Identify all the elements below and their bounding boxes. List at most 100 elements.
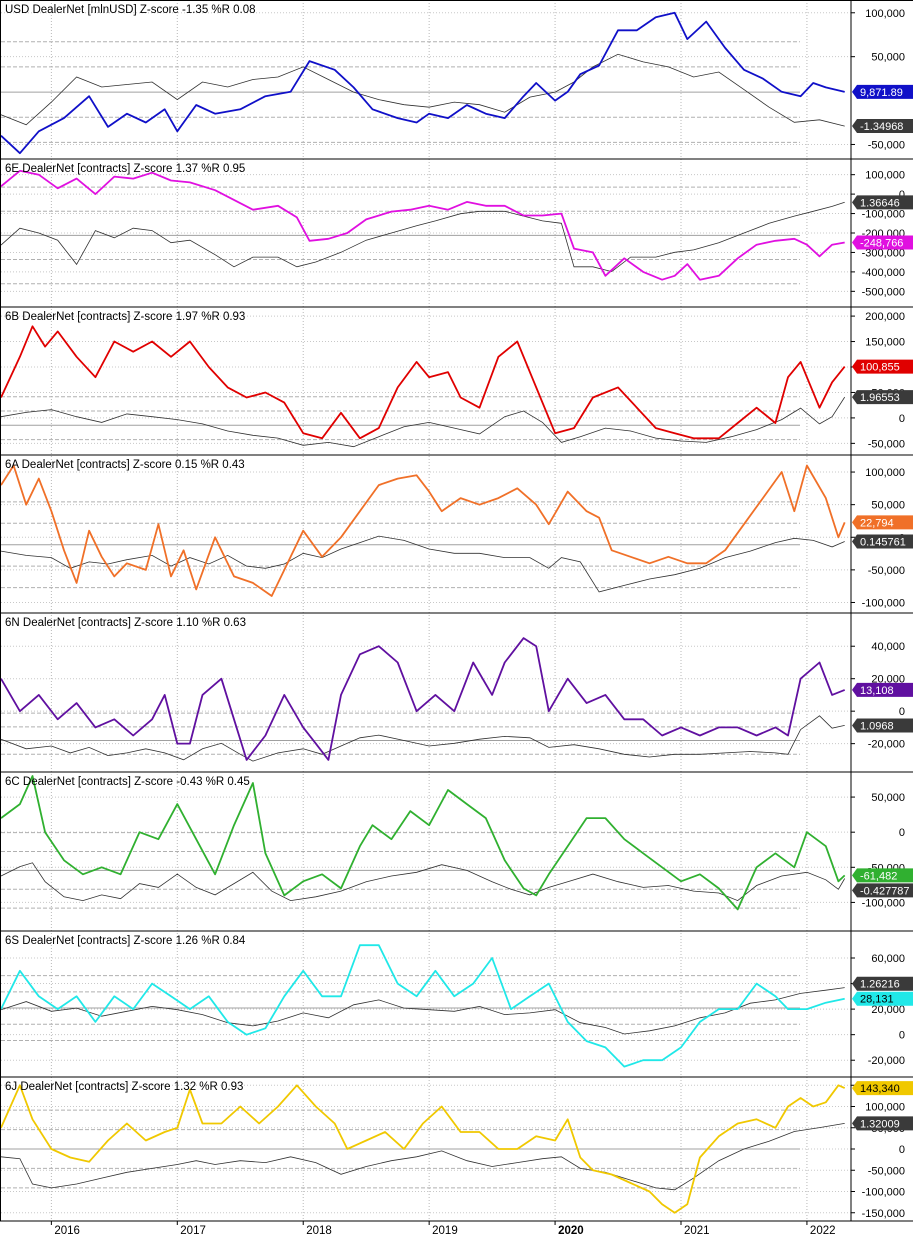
panel-6-ytick-label-4: -20,000 [868, 1055, 905, 1067]
panel-3-last-value-label: 22,794 [860, 517, 894, 529]
panel-0-zscore-label: -1.34968 [860, 121, 903, 133]
panel-3-last-value-badge [852, 515, 913, 530]
panel-2-series-line [0, 325, 846, 440]
panel-5-series-line [0, 775, 846, 911]
panel-2-zscore-line [0, 396, 846, 448]
panel-3-zscore-line [0, 535, 845, 593]
panel-7-zscore-label: 1.32009 [860, 1118, 900, 1130]
panel-1-last-value-label: -248,766 [860, 237, 903, 249]
panel-6-last-value-label: 28,131 [860, 994, 894, 1006]
panel-3: 6A DealerNet [contracts] Z-score 0.15 %R… [0, 454, 913, 609]
panel-4-ytick-label-1: 20,000 [871, 674, 905, 686]
panel-5-last-value-label: -61,482 [860, 870, 897, 882]
panel-7-ytick-label-3: 0 [899, 1144, 905, 1156]
panel-7-last-value-badge [852, 1081, 913, 1096]
panel-1-last-value-badge [852, 235, 913, 250]
panel-6-zscore-label: 1.26216 [860, 979, 900, 991]
x-tick-label-2020: 2020 [558, 1225, 584, 1237]
panel-7-title: 6J DealerNet [contracts] Z-score 1.32 %R… [5, 1081, 243, 1093]
panel-2-zscore-badge [852, 390, 913, 405]
panel-2-last-value-badge [852, 359, 913, 374]
panel-4-last-value-label: 13,108 [860, 685, 894, 697]
panel-1-title: 6E DealerNet [contracts] Z-score 1.37 %R… [5, 163, 245, 175]
panel-6-ytick-label-3: 0 [899, 1030, 905, 1042]
x-tick-label-2016: 2016 [54, 1225, 80, 1237]
panel-4-series-line [0, 637, 846, 761]
panel-1-ytick-label-4: -300,000 [862, 247, 905, 259]
panel-0-title: USD DealerNet [mlnUSD] Z-score -1.35 %R … [5, 4, 256, 16]
panel-7-ytick-label-1: 100,000 [865, 1102, 905, 1114]
panel-3-ytick-label-1: 50,000 [871, 500, 905, 512]
panel-7-zscore-badge [852, 1116, 913, 1131]
panel-6-zscore-badge [852, 976, 913, 991]
panel-1-ytick-label-0: 100,000 [865, 170, 905, 182]
panel-0-series-line [0, 11, 845, 155]
panel-2-title: 6B DealerNet [contracts] Z-score 1.97 %R… [5, 311, 245, 323]
panel-4-ytick-label-2: 0 [899, 706, 905, 718]
panel-2-ytick-label-4: 0 [899, 413, 905, 425]
panel-7-ytick-label-4: -50,000 [868, 1165, 905, 1177]
panel-4-ytick-label-0: 40,000 [871, 641, 905, 653]
panel-7-last-value-label: 143,340 [860, 1083, 900, 1095]
panel-2-zscore-label: 1.96553 [860, 392, 900, 404]
panel-3-ytick-label-4: -100,000 [862, 597, 905, 609]
panel-3-ytick-label-3: -50,000 [868, 565, 905, 577]
panel-3-ytick-label-0: 100,000 [865, 467, 905, 479]
panel-1: 6E DealerNet [contracts] Z-score 1.37 %R… [0, 158, 913, 298]
panel-4-title: 6N DealerNet [contracts] Z-score 1.10 %R… [5, 617, 246, 629]
panel-7-series-line [0, 1084, 846, 1214]
panel-7-ytick-label-5: -100,000 [862, 1187, 905, 1199]
panel-5-ytick-label-1: 0 [899, 827, 905, 839]
panel-5-ytick-label-3: -100,000 [862, 897, 905, 909]
panel-2-ytick-label-0: 200,000 [865, 311, 905, 323]
panel-6: 6S DealerNet [contracts] Z-score 1.26 %R… [0, 930, 913, 1068]
panel-6-last-value-badge [852, 991, 913, 1006]
year-gridlines [50, 0, 808, 1221]
panel-1-ytick-label-6: -500,000 [862, 286, 905, 298]
panel-1-series-line [0, 169, 845, 281]
panel-2: 6B DealerNet [contracts] Z-score 1.97 %R… [0, 306, 913, 450]
panel-6-ytick-label-0: 60,000 [871, 953, 905, 965]
panel-4-zscore-label: 1.0968 [860, 720, 894, 732]
x-tick-label-2017: 2017 [180, 1225, 206, 1237]
x-axis: 2016 2017 2018 2019 2020 2021 2022 [50, 1221, 836, 1237]
panel-3-title: 6A DealerNet [contracts] Z-score 0.15 %R… [5, 459, 245, 471]
x-tick-label-2018: 2018 [306, 1225, 332, 1237]
panel-1-zscore-badge [852, 195, 913, 210]
panel-6-title: 6S DealerNet [contracts] Z-score 1.26 %R… [5, 935, 246, 947]
panel-7-ytick-label-6: -150,000 [862, 1208, 905, 1220]
panel-5: 6C DealerNet [contracts] Z-score -0.43 %… [0, 771, 913, 911]
panel-3-zscore-badge [852, 534, 913, 549]
panel-3-series-line [0, 464, 846, 597]
x-tick-label-2021: 2021 [684, 1225, 710, 1237]
x-tick-label-2019: 2019 [432, 1225, 458, 1237]
panel-5-ytick-label-0: 50,000 [871, 792, 905, 804]
panel-5-zscore-label: -0.427787 [860, 885, 910, 897]
panel-2-ytick-label-1: 150,000 [865, 337, 905, 349]
panel-2-last-value-label: 100,855 [860, 362, 900, 374]
panel-4: 6N DealerNet [contracts] Z-score 1.10 %R… [0, 612, 913, 762]
panel-0-zscore-line [0, 53, 845, 127]
panel-0-last-value-label: 9,871.89 [860, 87, 903, 99]
panel-1-zscore-line [0, 201, 845, 273]
panel-2-ytick-label-5: -50,000 [868, 438, 905, 450]
panel-4-zscore-line [0, 715, 845, 762]
panel-6-series-line [0, 944, 845, 1068]
panel-0-ytick-label-1: 50,000 [871, 52, 905, 64]
panel-5-title: 6C DealerNet [contracts] Z-score -0.43 %… [5, 776, 250, 788]
panel-1-ytick-label-5: -400,000 [862, 267, 905, 279]
panel-4-ytick-label-3: -20,000 [868, 739, 905, 751]
x-tick-label-2022: 2022 [810, 1225, 836, 1237]
panel-1-ytick-label-2: -100,000 [862, 209, 905, 221]
panel-0-ytick-label-2: -50,000 [868, 139, 905, 151]
panel-4-zscore-badge [852, 718, 913, 733]
panel-6-ytick-label-2: 20,000 [871, 1004, 905, 1016]
panel-4-last-value-badge [852, 682, 913, 697]
panel-1-ytick-label-1: 0 [899, 189, 905, 201]
panel-5-last-value-badge [852, 868, 913, 883]
panel-0-ytick-label-0: 100,000 [865, 8, 905, 20]
panel-5-zscore-line [0, 862, 846, 902]
panel-3-zscore-label: 0.145761 [860, 537, 906, 549]
